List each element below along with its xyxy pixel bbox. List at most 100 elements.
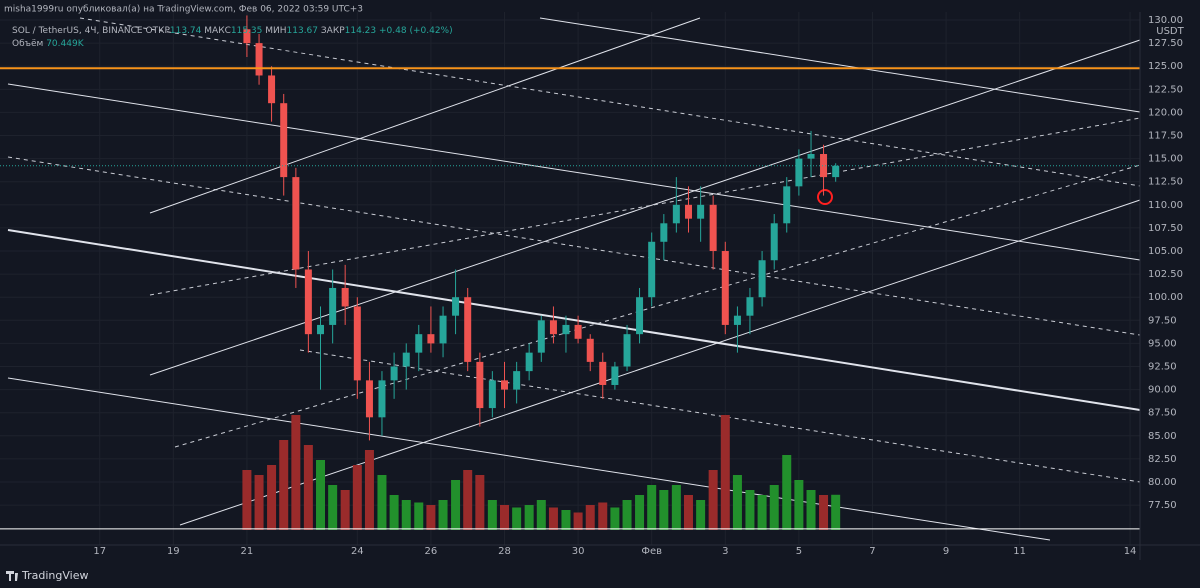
x-tick-label: 28 [498, 546, 511, 557]
candle-body [684, 204, 692, 219]
y-tick-label: 95.00 [1148, 338, 1177, 349]
y-tick-label: 100.00 [1148, 292, 1183, 303]
candle-body [746, 297, 754, 316]
x-tick-label: 30 [572, 546, 585, 557]
channel-dashed [299, 349, 1141, 483]
x-tick-label: 24 [351, 546, 364, 557]
y-tick-label: 107.50 [1148, 223, 1183, 234]
volume-bar [242, 470, 252, 530]
candle-body [488, 380, 496, 409]
candle-body [562, 324, 570, 335]
volume-bar [720, 415, 730, 530]
volume-bar [683, 495, 693, 530]
brand-logo [6, 571, 18, 581]
candle-body [415, 334, 423, 353]
change: +0.48 (+0.42%) [379, 26, 453, 36]
axes: 77.50 80.00 82.50 85.00 87.50 90.00 92.50 95.00… [93, 15, 1183, 557]
x-tick-label: 17 [93, 546, 106, 557]
candle-body [611, 366, 619, 385]
y-tick-label: 82.50 [1148, 454, 1177, 465]
volume-bar [364, 450, 374, 530]
volume-bar [548, 507, 558, 530]
currency: USDT [1156, 26, 1184, 37]
channel-dashed [7, 156, 1141, 336]
candle-body [820, 154, 828, 178]
candle-body [672, 204, 680, 224]
rising-line [149, 39, 1141, 376]
volume-bar [757, 495, 767, 530]
y-tick-label: 110.00 [1148, 200, 1183, 211]
x-tick-label: 7 [869, 546, 875, 557]
candle-body [243, 29, 251, 44]
y-tick-label: 125.00 [1148, 61, 1183, 72]
volume-bar [671, 485, 681, 530]
volume-bar [585, 505, 595, 530]
volume-bar [512, 507, 522, 530]
y-tick-label: 92.50 [1148, 362, 1177, 373]
volume-bar [708, 470, 718, 530]
volume-bar [414, 502, 424, 530]
volume-bar [635, 495, 645, 530]
x-tick-label: 5 [796, 546, 802, 557]
volume-bars [242, 415, 841, 530]
high-value: 115.35 [231, 26, 263, 36]
x-tick-label: 21 [241, 546, 254, 557]
candle-body [427, 334, 435, 344]
candle-body [341, 287, 349, 307]
volume-bar [401, 500, 411, 530]
candle-body [292, 177, 300, 270]
y-tick-label: 117.50 [1148, 131, 1183, 142]
candle-body [513, 371, 521, 390]
price-scale [1140, 12, 1200, 545]
candle-body [268, 75, 276, 104]
volume-bar [806, 490, 816, 530]
candle-body [402, 352, 410, 367]
close-label: ЗАКР [321, 26, 345, 36]
y-tick-label: 130.00 [1148, 15, 1183, 26]
candle-body [280, 103, 288, 178]
volume-bar [291, 415, 301, 530]
volume-bar [499, 505, 509, 530]
candle-body [464, 297, 472, 362]
candles [243, 15, 840, 441]
low-value: 113.67 [287, 26, 319, 36]
low-label: МИН [265, 26, 286, 36]
channel-line [7, 229, 1141, 411]
candle-body [733, 315, 741, 325]
x-tick-label: 3 [722, 546, 728, 557]
candle-body [452, 297, 460, 316]
volume-bar [769, 485, 779, 530]
candle-body [525, 352, 533, 372]
candle-body [476, 361, 484, 409]
y-tick-label: 87.50 [1148, 408, 1177, 419]
candle-body [599, 361, 607, 385]
volume-bar [610, 507, 620, 530]
candle-body [304, 269, 312, 335]
volume-bar [622, 500, 632, 530]
volume-bar [352, 465, 362, 530]
candle-body [549, 320, 557, 335]
y-tick-label: 115.00 [1148, 154, 1183, 165]
candle-body [832, 165, 840, 178]
x-tick-label: 9 [943, 546, 949, 557]
candle-body [770, 223, 778, 261]
volume-bar [475, 475, 485, 530]
legend-volume: Объём 70.449K [12, 39, 85, 49]
candle-body [365, 380, 373, 418]
candle-body [586, 338, 594, 362]
candle-body [623, 334, 631, 367]
open-value: 113.74 [170, 26, 202, 36]
brand: TradingView [21, 569, 88, 582]
symbol: SOL / TetherUS, 4Ч, BINANCE [12, 26, 143, 36]
grid [0, 12, 1140, 545]
candle-body [758, 260, 766, 298]
candle-body [636, 297, 644, 335]
volume-bar [316, 460, 326, 530]
candle-body [648, 241, 656, 298]
channel-line [7, 377, 1051, 541]
candle-body [795, 158, 803, 187]
volume-bar [463, 470, 473, 530]
candle-body [255, 43, 263, 76]
x-tick-label: 14 [1124, 546, 1137, 557]
volume-bar [451, 480, 461, 530]
